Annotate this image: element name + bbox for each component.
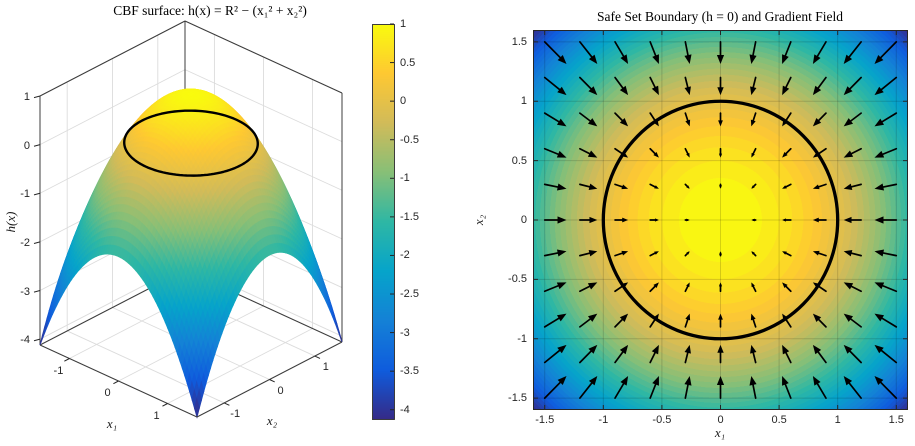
- contour-title: Safe Set Boundary (h = 0) and Gradient F…: [596, 9, 844, 24]
- surface-x1-axis-label: x₁: [106, 416, 118, 431]
- tick-label-x1: -1: [53, 364, 64, 377]
- tick-label-z: -3: [20, 285, 30, 298]
- tick-label-x: 0: [717, 414, 724, 426]
- tick-label-colorbar: -0.5: [400, 133, 419, 146]
- tick-label-colorbar: -3.5: [400, 365, 419, 378]
- tick-label-x2: 1: [322, 361, 329, 374]
- tick-label-z: -1: [20, 188, 30, 201]
- contour-x-axis-label: x₁: [714, 425, 726, 440]
- surface-z-axis-label: h(x): [3, 211, 18, 233]
- tick-label-colorbar: -2: [400, 249, 410, 262]
- surface-x2-axis-label: x₂: [266, 413, 278, 428]
- tick-label-z: -2: [20, 236, 30, 249]
- tick-label-x: -1: [598, 414, 609, 426]
- contour-y-axis-label: x₂: [471, 214, 486, 226]
- tick-label-y: -0.5: [508, 273, 527, 286]
- tick-label-x: -0.5: [652, 414, 672, 426]
- tick-label-colorbar: -1: [400, 172, 410, 185]
- tick-label-x1: 1: [153, 409, 160, 422]
- tick-label-z: 1: [23, 91, 30, 103]
- tick-label-x: 1.5: [888, 414, 904, 426]
- tick-label-colorbar: 0: [400, 95, 407, 108]
- surface-title: CBF surface: h(x) = R² − (x₁² + x₂²): [113, 3, 307, 18]
- tick-label-x: -1.5: [535, 414, 555, 426]
- tick-label-x: 1: [834, 414, 841, 426]
- tick-label-y: 1: [520, 95, 527, 108]
- tick-label-colorbar: 1: [400, 18, 407, 30]
- tick-label-x: 0.5: [771, 414, 787, 426]
- tick-label-y: 1.5: [511, 35, 527, 48]
- tick-label-y: -1.5: [508, 392, 527, 405]
- tick-label-colorbar: -1.5: [400, 210, 419, 223]
- tick-label-colorbar: 0.5: [400, 56, 416, 69]
- tick-label-colorbar: -4: [400, 403, 410, 416]
- surface-canvas: [0, 0, 460, 446]
- tick-label-z: -4: [20, 334, 30, 347]
- contour-canvas: [533, 30, 908, 410]
- tick-label-colorbar: -3: [400, 326, 410, 339]
- tick-label-colorbar: -2.5: [400, 288, 419, 301]
- tick-label-y: -1: [517, 332, 527, 345]
- tick-label-y: 0.5: [511, 154, 527, 167]
- tick-label-y: 0: [520, 214, 527, 226]
- tick-label-x2: 0: [277, 384, 284, 397]
- tick-label-x2: -1: [230, 407, 241, 420]
- tick-label-x1: 0: [104, 387, 111, 399]
- tick-label-z: 0: [23, 139, 30, 152]
